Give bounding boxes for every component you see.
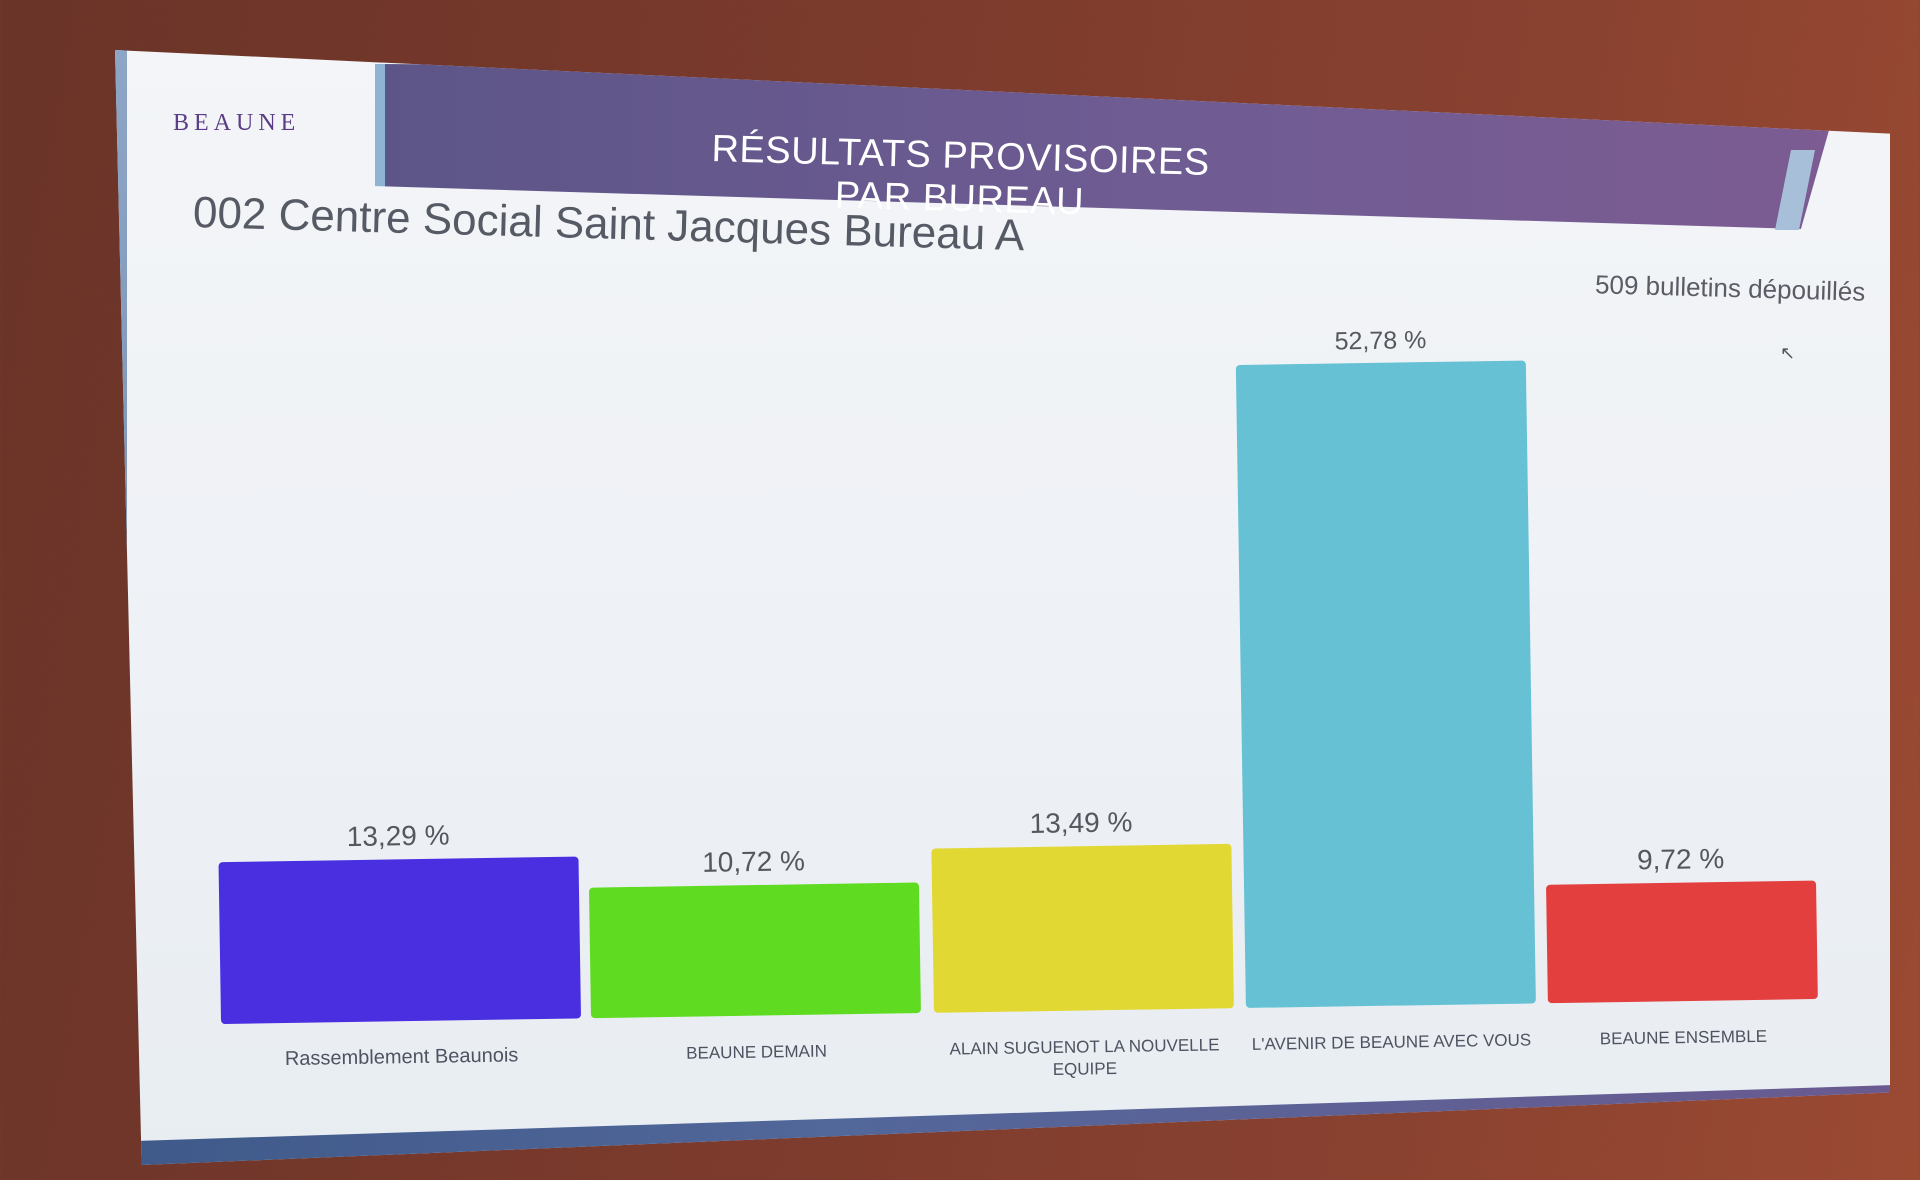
beaune-logo: BEAUNE	[173, 110, 301, 136]
mouse-pointer-icon: ↖	[1780, 343, 1796, 363]
bar-4	[1546, 880, 1818, 1004]
bar-value-label-2: 13,49 %	[1029, 806, 1132, 839]
results-bar-chart: 13,29 % Rassemblement Beaunois 10,72 % BEAU…	[218, 326, 1818, 1080]
category-label-1: BEAUNE DEMAIN	[686, 1042, 827, 1063]
bar-value-label-1: 10,72 %	[702, 845, 805, 878]
bar-1	[589, 882, 921, 1019]
bar-value-label-0: 13,29 %	[347, 820, 450, 853]
category-label-0: Rassemblement Beaunois	[285, 1044, 519, 1070]
bar-0	[218, 856, 581, 1024]
category-label-4: BEAUNE ENSEMBLE	[1600, 1027, 1768, 1049]
bar-value-label-4: 9,72 %	[1637, 843, 1725, 875]
results-chart: 13,29 % Rassemblement Beaunois 10,72 % BEAU…	[115, 50, 1890, 1165]
bar-value-label-3: 52,78 %	[1334, 326, 1426, 355]
category-label-2: ALAIN SUGUENOT LA NOUVELLEEQUIPE	[949, 1035, 1220, 1080]
bar-3	[1235, 360, 1536, 1008]
projected-slide: BEAUNE RÉSULTATS PROVISOIRES PAR BUREAU …	[115, 50, 1890, 1165]
category-label-3: L'AVENIR DE BEAUNE AVEC VOUS	[1252, 1030, 1532, 1053]
bar-2	[931, 843, 1234, 1013]
